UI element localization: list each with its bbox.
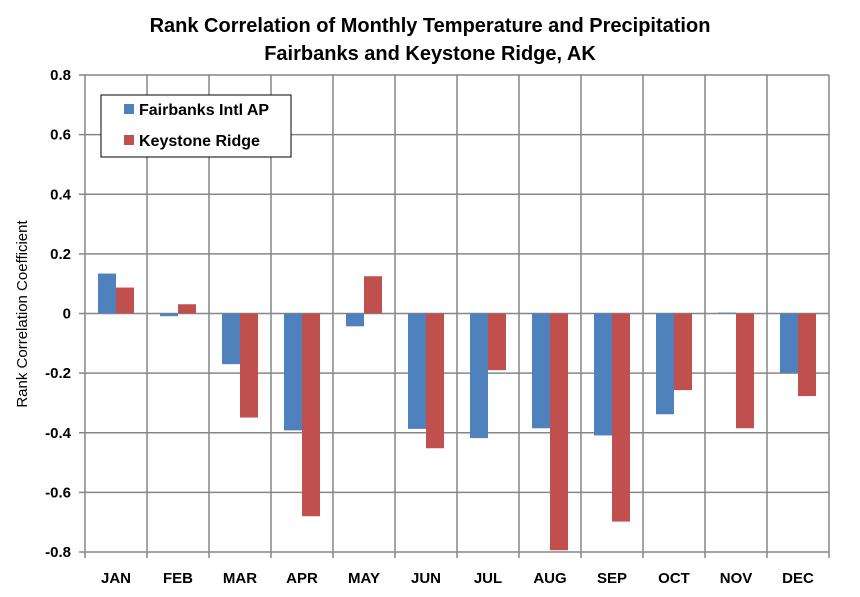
- chart-title: Rank Correlation of Monthly Temperature …: [150, 15, 711, 37]
- legend-label-keystone: Keystone Ridge: [139, 133, 260, 150]
- y-tick-label: -0.2: [45, 365, 71, 382]
- bar-fairbanks-apr: [284, 313, 302, 431]
- x-tick-label: JUL: [474, 570, 502, 587]
- legend: Fairbanks Intl AP Keystone Ridge: [100, 94, 292, 158]
- bars: [98, 273, 816, 551]
- chart-subtitle: Fairbanks and Keystone Ridge, AK: [264, 43, 596, 65]
- y-tick-label: -0.8: [45, 544, 71, 561]
- bar-fairbanks-jun: [408, 313, 426, 429]
- y-tick-label: -0.6: [45, 484, 71, 501]
- y-tick-label: 0.2: [50, 246, 71, 263]
- bar-keystone-jan: [116, 287, 134, 314]
- bar-keystone-jul: [488, 313, 506, 371]
- bar-keystone-sep: [612, 313, 630, 522]
- y-tick-label: 0.4: [50, 186, 72, 203]
- x-tick-label: JAN: [101, 570, 131, 587]
- bar-keystone-oct: [674, 313, 692, 391]
- bar-keystone-apr: [302, 313, 320, 517]
- x-tick-label: APR: [286, 570, 318, 587]
- y-axis-label: Rank Correlation Coefficient: [14, 220, 31, 408]
- bar-fairbanks-jul: [470, 313, 488, 439]
- x-tick-label: DEC: [782, 570, 814, 587]
- bar-fairbanks-feb: [160, 313, 178, 317]
- bar-keystone-may: [364, 276, 382, 314]
- legend-swatch-keystone: [124, 135, 134, 145]
- bar-keystone-aug: [550, 313, 568, 551]
- bar-fairbanks-sep: [594, 313, 612, 436]
- y-axis-ticks: 0.8 0.6 0.4 0.2 0 -0.2 -0.4 -0.6 -0.8: [45, 67, 72, 561]
- y-tick-label: -0.4: [45, 425, 72, 442]
- bar-fairbanks-oct: [656, 313, 674, 415]
- x-axis-ticks: JAN FEB MAR APR MAY JUN JUL AUG SEP OCT NOV DEC: [101, 570, 814, 587]
- legend-swatch-fairbanks: [124, 104, 134, 114]
- legend-label-fairbanks: Fairbanks Intl AP: [139, 102, 269, 119]
- y-tick-label: 0.8: [50, 67, 71, 84]
- x-tick-label: OCT: [658, 570, 690, 587]
- bar-keystone-dec: [798, 313, 816, 397]
- bar-keystone-feb: [178, 304, 196, 314]
- bar-fairbanks-nov: [718, 312, 736, 314]
- bar-fairbanks-mar: [222, 313, 240, 365]
- bar-fairbanks-dec: [780, 313, 798, 373]
- bar-fairbanks-aug: [532, 313, 550, 429]
- x-tick-label: MAY: [348, 570, 380, 587]
- y-tick-label: 0: [63, 306, 71, 323]
- bar-keystone-nov: [736, 313, 754, 429]
- bar-keystone-mar: [240, 313, 258, 418]
- x-tick-label: MAR: [223, 570, 257, 587]
- x-tick-label: AUG: [533, 570, 566, 587]
- y-tick-label: 0.6: [50, 127, 71, 144]
- x-tick-label: NOV: [720, 570, 753, 587]
- bar-keystone-jun: [426, 313, 444, 449]
- x-tick-label: FEB: [163, 570, 193, 587]
- x-tick-label: JUN: [411, 570, 441, 587]
- x-tick-label: SEP: [597, 570, 627, 587]
- bar-fairbanks-may: [346, 313, 364, 327]
- bar-fairbanks-jan: [98, 273, 116, 314]
